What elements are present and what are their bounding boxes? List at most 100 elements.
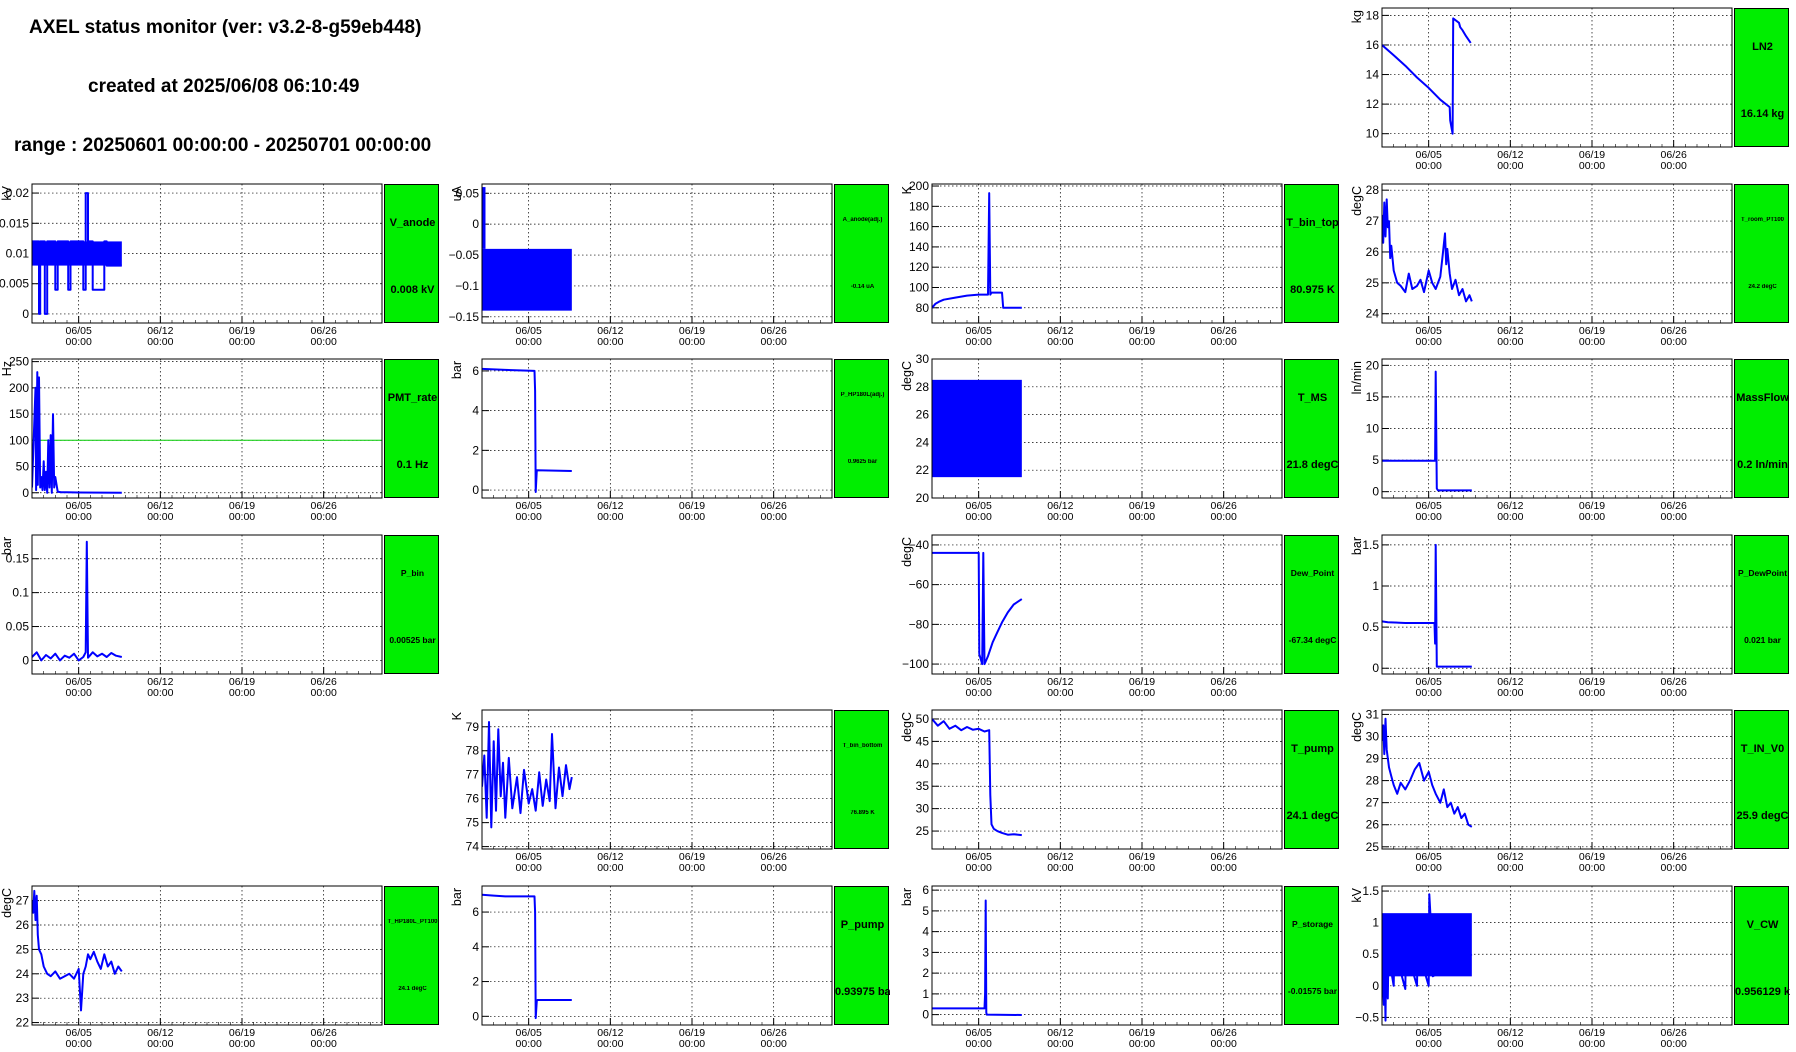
- y-axis-label: degC: [0, 888, 14, 918]
- series-line: [32, 889, 123, 1012]
- x-tick-date-label: 06/26: [1211, 500, 1237, 512]
- x-tick-date-label: 06/05: [66, 1027, 92, 1039]
- chart-panel-t_in_v0: 25 26 27 28 29 30 31 06/05 00:00 06/12 00:00 06/19 0…: [1350, 707, 1789, 874]
- x-tick-date-label: 06/12: [147, 325, 173, 337]
- status-value: 24.2 degC: [1748, 284, 1777, 290]
- x-tick-time-label: 00:00: [679, 862, 705, 874]
- chart-a_anode: 0.050−0.05−0.1−0.1506/0500:0006/1200:000…: [449, 183, 833, 348]
- y-tick-label: 30: [1366, 729, 1380, 743]
- plot-frame: [1381, 885, 1733, 1026]
- chart-panel-p_dewpoint: 0 0.5 1 1.5 06/05 00:00 06/12 00:00 06/19 00:00 06…: [1350, 534, 1789, 699]
- x-tick-date-label: 06/26: [311, 1027, 337, 1039]
- x-tick-time-label: 00:00: [1579, 511, 1605, 523]
- status-box: P_bin 0.00525 bar: [384, 535, 439, 674]
- plot-area: [932, 379, 1022, 478]
- data-band: [932, 379, 1022, 478]
- x-tick-date-label: 06/19: [1129, 500, 1155, 512]
- y-axis-label: degC: [900, 537, 914, 567]
- x-tick-time-label: 00:00: [1416, 336, 1442, 348]
- y-tick-label: 12: [1366, 97, 1380, 111]
- chart-pmt_rate: 05010015020025006/0500:0006/1200:0006/19…: [0, 355, 383, 523]
- x-tick-time-label: 00:00: [1497, 336, 1523, 348]
- x-tick-date-label: 06/05: [516, 325, 542, 337]
- x-tick-date-label: 06/12: [1047, 500, 1073, 512]
- x-tick-time-label: 00:00: [1211, 862, 1237, 874]
- series-line: [1382, 17, 1472, 135]
- status-value: 24.1 degC: [1286, 810, 1339, 822]
- x-tick-time-label: 00:00: [679, 511, 705, 523]
- x-tick-time-label: 00:00: [761, 1038, 787, 1050]
- y-tick-label: 74: [466, 840, 480, 854]
- plot-area: [932, 192, 1022, 309]
- series-line: [482, 367, 572, 493]
- x-tick-date-label: 06/12: [1497, 851, 1523, 863]
- y-tick-label: 0.15: [6, 552, 30, 566]
- y-tick-label: 2: [922, 966, 929, 980]
- x-tick-date-label: 06/26: [311, 676, 337, 688]
- y-tick-label: 2: [472, 975, 479, 989]
- x-tick-time-label: 00:00: [147, 511, 173, 523]
- y-tick-label: 24: [916, 435, 930, 449]
- status-name: P_pump: [840, 919, 885, 931]
- status-box: P_storage -0.01575 bar: [1284, 886, 1339, 1025]
- y-axis-label: degC: [1350, 712, 1364, 742]
- plot-area: [482, 721, 573, 829]
- series-line: [932, 551, 1023, 666]
- y-tick-label: 3: [922, 945, 929, 959]
- y-tick-label: 25: [16, 942, 30, 956]
- x-tick-time-label: 00:00: [1129, 336, 1155, 348]
- x-tick-time-label: 00:00: [597, 862, 623, 874]
- y-axis-label: bar: [900, 888, 914, 906]
- x-tick-time-label: 00:00: [1129, 687, 1155, 699]
- x-tick-time-label: 00:00: [966, 511, 992, 523]
- x-tick-date-label: 06/05: [516, 500, 542, 512]
- chart-t_in_v0: 2526272829303106/0500:0006/1200:0006/190…: [1350, 707, 1733, 874]
- status-value: 0.021 bar: [1744, 635, 1781, 645]
- y-tick-label: 0: [472, 1009, 479, 1023]
- x-tick-date-label: 06/26: [1661, 676, 1687, 688]
- chart-p_dewpoint: 00.511.506/0500:0006/1200:0006/1900:0006…: [1350, 534, 1733, 699]
- series-line: [482, 721, 573, 829]
- y-tick-label: 40: [916, 757, 930, 771]
- status-value: 0.956129 kV: [1735, 986, 1790, 998]
- series-line: [1382, 893, 1473, 1022]
- y-axis-label: Hz: [0, 361, 14, 376]
- status-name: P_HP180L(adj.): [840, 392, 885, 398]
- x-tick-time-label: 00:00: [1661, 1038, 1687, 1050]
- y-tick-label: 50: [916, 712, 930, 726]
- status-value: 21.8 degC: [1286, 459, 1339, 471]
- y-tick-label: 28: [916, 380, 930, 394]
- x-tick-time-label: 00:00: [1497, 511, 1523, 523]
- x-tick-time-label: 00:00: [516, 862, 542, 874]
- chart-v_cw: −0.500.511.506/0500:0006/1200:0006/1900:…: [1350, 884, 1733, 1050]
- status-name: MassFlow: [1736, 392, 1789, 404]
- plot-frame: [31, 534, 383, 675]
- x-tick-date-label: 06/05: [966, 851, 992, 863]
- x-tick-time-label: 00:00: [1416, 1038, 1442, 1050]
- series-line: [32, 371, 122, 494]
- status-name: T_room_PT100: [1740, 217, 1785, 223]
- x-tick-time-label: 00:00: [66, 336, 92, 348]
- y-tick-label: 250: [9, 355, 29, 369]
- x-tick-time-label: 00:00: [147, 1038, 173, 1050]
- x-tick-date-label: 06/12: [1047, 851, 1073, 863]
- y-tick-label: 10: [1366, 422, 1380, 436]
- y-tick-label: 75: [466, 816, 480, 830]
- y-tick-label: 200: [9, 381, 29, 395]
- x-tick-date-label: 06/19: [229, 1027, 255, 1039]
- plot-area: [1382, 893, 1473, 1022]
- y-axis-label: bar: [450, 361, 464, 379]
- status-name: T_MS: [1297, 392, 1328, 404]
- status-name: T_IN_V0: [1740, 743, 1785, 755]
- y-tick-label: 30: [916, 802, 930, 816]
- plot-area: [1382, 198, 1473, 303]
- status-name: T_pump: [1291, 743, 1334, 755]
- x-tick-date-label: 06/26: [761, 500, 787, 512]
- x-tick-date-label: 06/19: [679, 325, 705, 337]
- x-tick-time-label: 00:00: [66, 687, 92, 699]
- chart-t_room_pt100: 242526272806/0500:0006/1200:0006/1900:00…: [1350, 183, 1733, 348]
- x-tick-time-label: 00:00: [1211, 687, 1237, 699]
- y-tick-label: 0: [22, 307, 29, 321]
- status-box: MassFlow 0.2 ln/min: [1734, 359, 1789, 498]
- plot-frame: [931, 183, 1283, 324]
